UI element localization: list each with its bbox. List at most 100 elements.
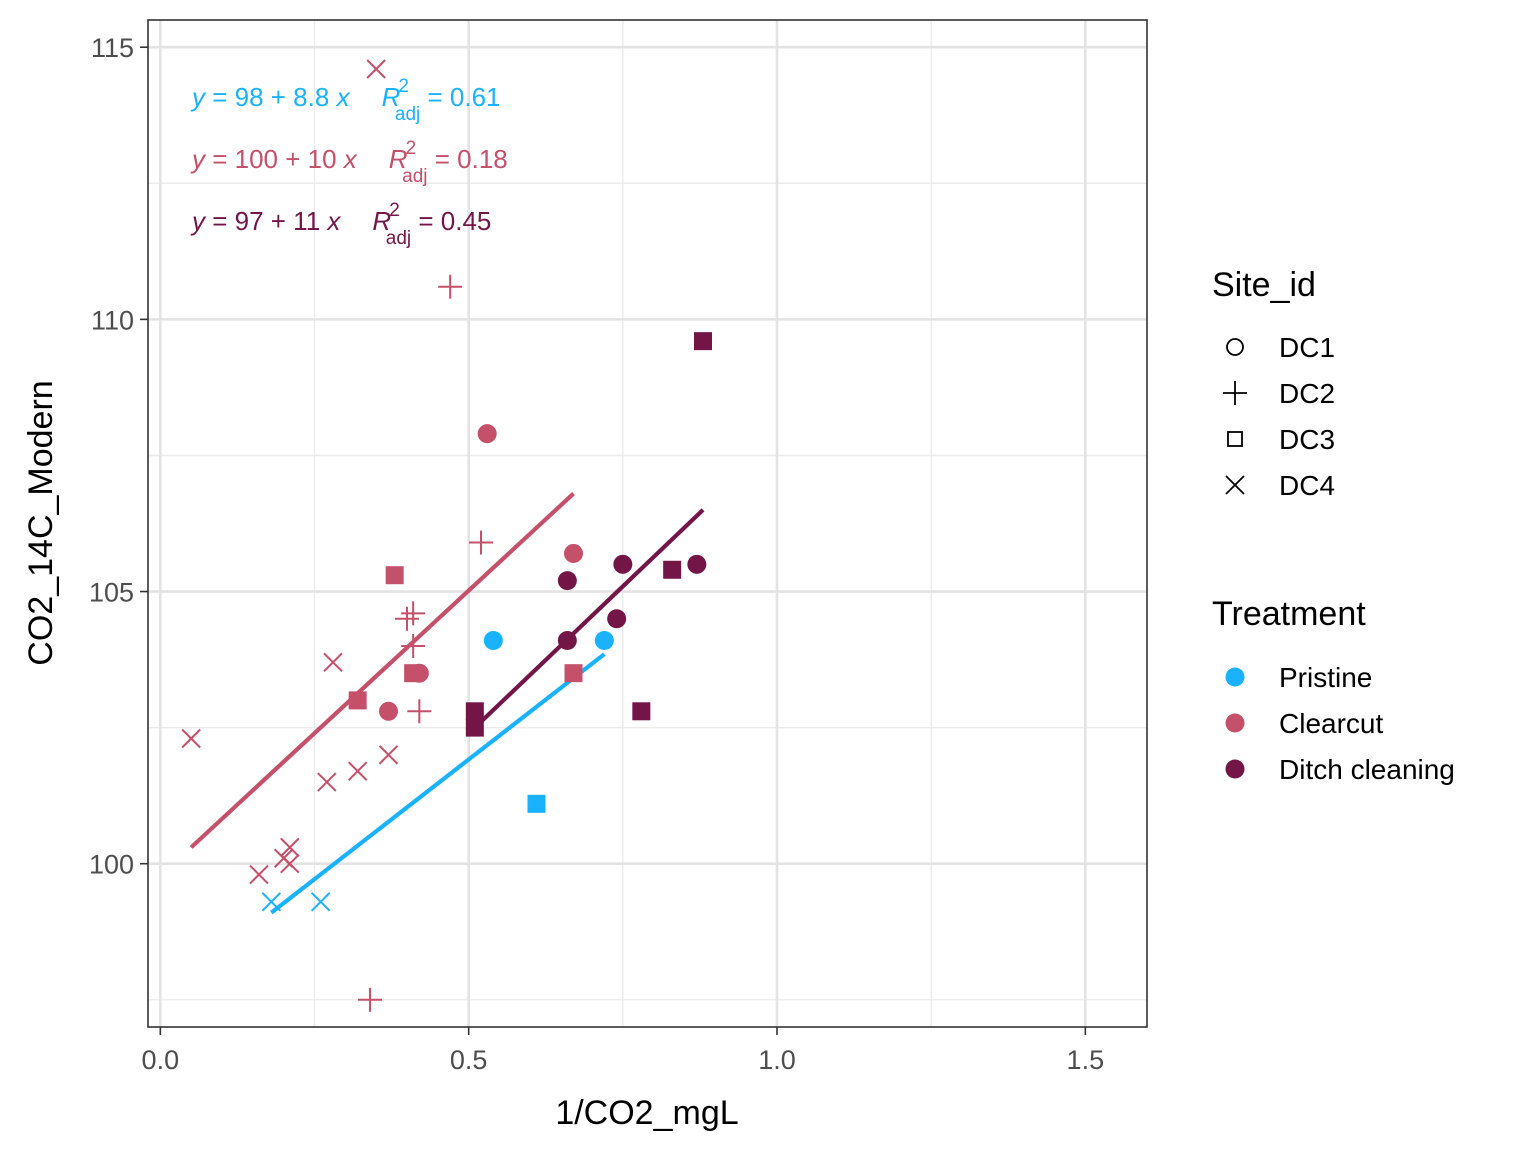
- marker-stroke: [249, 864, 269, 885]
- x-axis: 0.0 0.5 1.0 1.5: [142, 1027, 1105, 1075]
- fit-line-pristine: [270, 652, 606, 915]
- point-clearcut: [348, 691, 367, 710]
- legend-treatment-label: Ditch cleaning: [1279, 754, 1455, 785]
- marker-stroke: [280, 837, 300, 858]
- point-clearcut: [438, 274, 463, 299]
- legend-site-item: DC1: [1226, 332, 1335, 363]
- cross-icon: [1225, 475, 1245, 495]
- regression-lines: [189, 492, 705, 915]
- data-points: [181, 59, 712, 1012]
- marker-stroke: [378, 745, 399, 765]
- point-clearcut: [366, 59, 386, 79]
- legend-site-item: DC4: [1225, 470, 1335, 501]
- marker-stroke: [347, 761, 368, 781]
- major-gridlines: [148, 20, 1147, 1027]
- point-clearcut: [404, 664, 423, 683]
- eq-r-value: = 0.45: [411, 206, 491, 236]
- x-tick-label: 1.0: [758, 1045, 796, 1075]
- point-pristine: [483, 631, 503, 651]
- fit-line-clearcut: [189, 492, 575, 849]
- eq-x-variable: x: [325, 206, 341, 236]
- eq-r-subscript: adj: [386, 228, 411, 249]
- point-clearcut: [280, 853, 300, 874]
- marker-stroke: [1225, 475, 1245, 495]
- y-tick-label: 115: [91, 33, 134, 63]
- point-ditch-cleaning: [632, 702, 651, 721]
- point-clearcut: [385, 566, 404, 585]
- point-pristine: [594, 631, 614, 651]
- point-ditch-cleaning: [687, 554, 707, 574]
- color-swatch-icon: [1225, 667, 1245, 687]
- point-clearcut: [323, 652, 343, 673]
- eq-r-superscript: 2: [389, 200, 400, 221]
- marker-stroke: [366, 59, 386, 79]
- point-ditch-cleaning: [663, 560, 682, 579]
- point-clearcut: [249, 864, 269, 885]
- eq-y-variable: y: [190, 82, 207, 112]
- marker-stroke: [323, 652, 343, 673]
- point-ditch-cleaning: [694, 332, 712, 351]
- point-clearcut: [477, 424, 497, 444]
- point-clearcut: [317, 772, 337, 792]
- point-clearcut: [280, 837, 300, 858]
- marker-stroke: [310, 892, 331, 912]
- legend-treatment-item: Clearcut: [1225, 708, 1383, 739]
- eq-r-subscript: adj: [395, 104, 420, 125]
- equation-pristine: y = 98 + 8.8 x R2 adj = 0.61: [190, 76, 501, 125]
- legend-treatment-title: Treatment: [1212, 595, 1366, 633]
- point-ditch-cleaning: [557, 631, 577, 651]
- legend-treatment-item: Ditch cleaning: [1225, 754, 1455, 785]
- legend-treatment-label: Pristine: [1279, 662, 1372, 693]
- point-ditch-cleaning: [613, 554, 633, 574]
- eq-x-variable: x: [342, 144, 358, 174]
- eq-r-symbol: R: [382, 82, 401, 112]
- legend-treatment-item: Pristine: [1225, 662, 1372, 693]
- legend-site-id-title: Site_id: [1212, 266, 1316, 304]
- eq-intercept-slope: = 97 + 11: [205, 206, 327, 236]
- point-clearcut: [181, 728, 201, 749]
- point-clearcut: [407, 699, 432, 724]
- circle-icon: [1226, 338, 1244, 356]
- eq-r-superscript: 2: [406, 138, 417, 159]
- legend-site-label: DC4: [1279, 470, 1335, 501]
- eq-intercept-slope: = 98 + 8.8: [205, 82, 337, 112]
- minor-gridlines: [148, 20, 1147, 1027]
- regression-equations: y = 98 + 8.8 x R2 adj = 0.61y = 100 + 10 x…: [190, 76, 508, 249]
- point-ditch-cleaning: [465, 702, 484, 721]
- point-pristine: [310, 892, 331, 912]
- color-swatch-icon: [1225, 759, 1245, 779]
- point-clearcut: [347, 761, 368, 781]
- y-axis-title: CO2_14C_Modern: [22, 380, 60, 665]
- y-tick-label: 110: [91, 305, 134, 335]
- point-clearcut: [564, 543, 583, 563]
- point-clearcut: [379, 701, 398, 721]
- point-clearcut: [358, 987, 382, 1012]
- eq-r-subscript: adj: [402, 166, 427, 187]
- y-tick-label: 105: [89, 578, 134, 608]
- point-pristine: [527, 794, 546, 813]
- marker-stroke: [317, 772, 337, 792]
- equation-ditch-cleaning: y = 97 + 11 x R2 adj = 0.45: [190, 200, 491, 249]
- x-tick-label: 1.5: [1067, 1045, 1105, 1075]
- point-ditch-cleaning: [607, 609, 627, 629]
- point-clearcut: [564, 664, 583, 683]
- legend-site-item: DC2: [1223, 378, 1335, 409]
- eq-r-symbol: R: [372, 206, 391, 236]
- marker-stroke: [181, 728, 201, 749]
- point-clearcut: [395, 606, 419, 631]
- point-clearcut: [401, 601, 426, 626]
- legend-treatment: Treatment Pristine Clearcut Ditch cleaning: [1212, 595, 1455, 785]
- equation-clearcut: y = 100 + 10 x R2 adj = 0.18: [190, 138, 508, 187]
- eq-y-variable: y: [190, 144, 207, 174]
- x-axis-title: 1/CO2_mgL: [555, 1094, 738, 1132]
- fit-line-ditch-cleaning: [473, 508, 705, 730]
- legend-site-label: DC2: [1279, 378, 1335, 409]
- eq-r-symbol: R: [389, 144, 408, 174]
- marker-stroke: [261, 892, 282, 912]
- eq-r-value: = 0.61: [420, 82, 500, 112]
- eq-intercept-slope: = 100 + 10: [205, 144, 344, 174]
- eq-r-value: = 0.18: [428, 144, 508, 174]
- eq-y-variable: y: [190, 206, 207, 236]
- legend-site-item: DC3: [1227, 424, 1335, 455]
